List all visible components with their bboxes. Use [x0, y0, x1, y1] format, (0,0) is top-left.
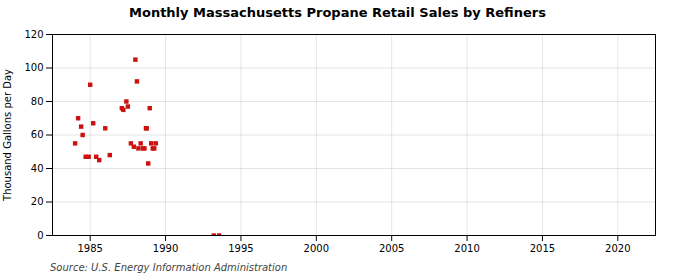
svg-text:20: 20: [31, 196, 44, 207]
svg-text:60: 60: [31, 129, 44, 140]
svg-text:1985: 1985: [77, 243, 102, 254]
svg-text:2015: 2015: [530, 243, 555, 254]
svg-text:80: 80: [31, 96, 44, 107]
svg-text:120: 120: [24, 29, 43, 40]
svg-text:Thousand Gallons per Day: Thousand Gallons per Day: [2, 69, 13, 202]
svg-text:2010: 2010: [454, 243, 479, 254]
svg-text:1990: 1990: [153, 243, 178, 254]
svg-text:2000: 2000: [304, 243, 329, 254]
svg-text:2005: 2005: [379, 243, 404, 254]
svg-text:100: 100: [24, 62, 43, 73]
svg-text:2020: 2020: [605, 243, 630, 254]
svg-text:1995: 1995: [228, 243, 253, 254]
html-text:Monthly Massachusetts Propane: Monthly Massachusetts Propane Retail Sal…: [129, 5, 546, 20]
svg-text:40: 40: [31, 163, 44, 174]
html-text:Source: U.S. Energy Informatio: Source: U.S. Energy Information Administ…: [50, 262, 288, 273]
svg-text:0: 0: [37, 230, 43, 241]
